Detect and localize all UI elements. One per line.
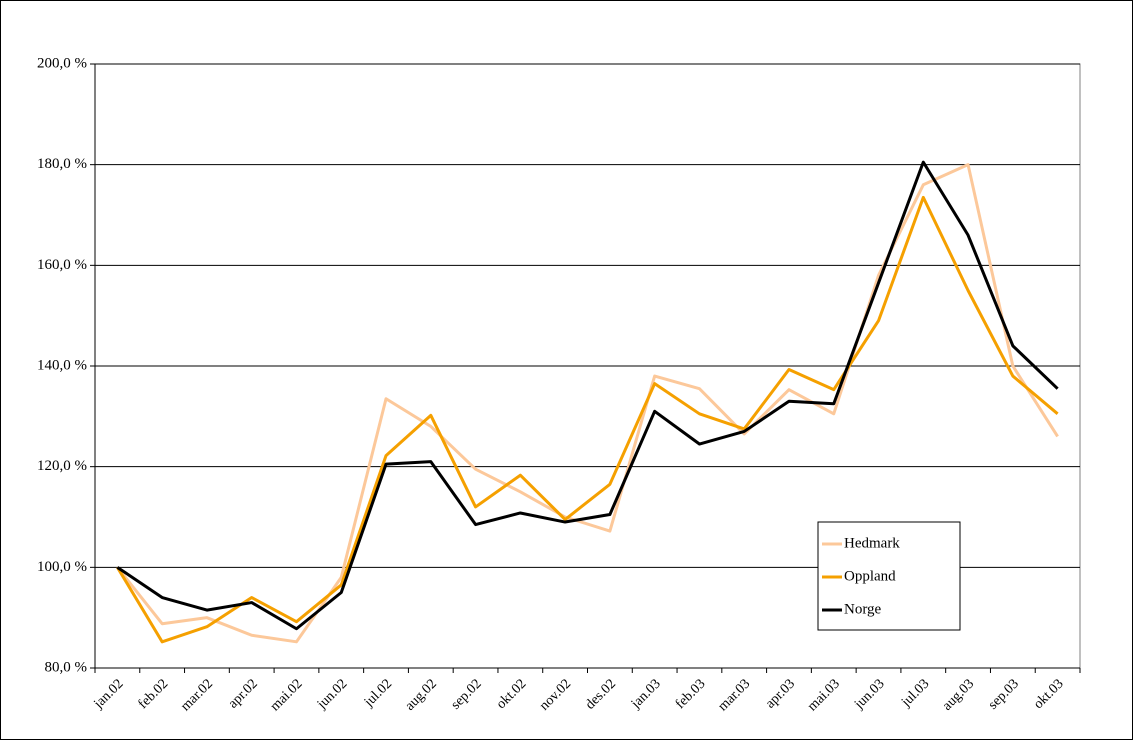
- y-tick-label: 140,0 %: [37, 357, 87, 373]
- y-tick-label: 200,0 %: [37, 55, 87, 71]
- series-line: [116, 163, 1059, 644]
- y-tick-label: 120,0 %: [37, 458, 87, 474]
- legend-label: Oppland: [844, 568, 896, 584]
- y-tick-label: 80,0 %: [45, 659, 88, 675]
- series-line: [116, 160, 1059, 631]
- y-tick-label: 100,0 %: [37, 559, 87, 575]
- legend-label: Hedmark: [844, 535, 900, 551]
- y-tick-label: 160,0 %: [37, 257, 87, 273]
- legend-label: Norge: [844, 601, 882, 617]
- y-tick-label: 180,0 %: [37, 156, 87, 172]
- series-line: [116, 195, 1059, 644]
